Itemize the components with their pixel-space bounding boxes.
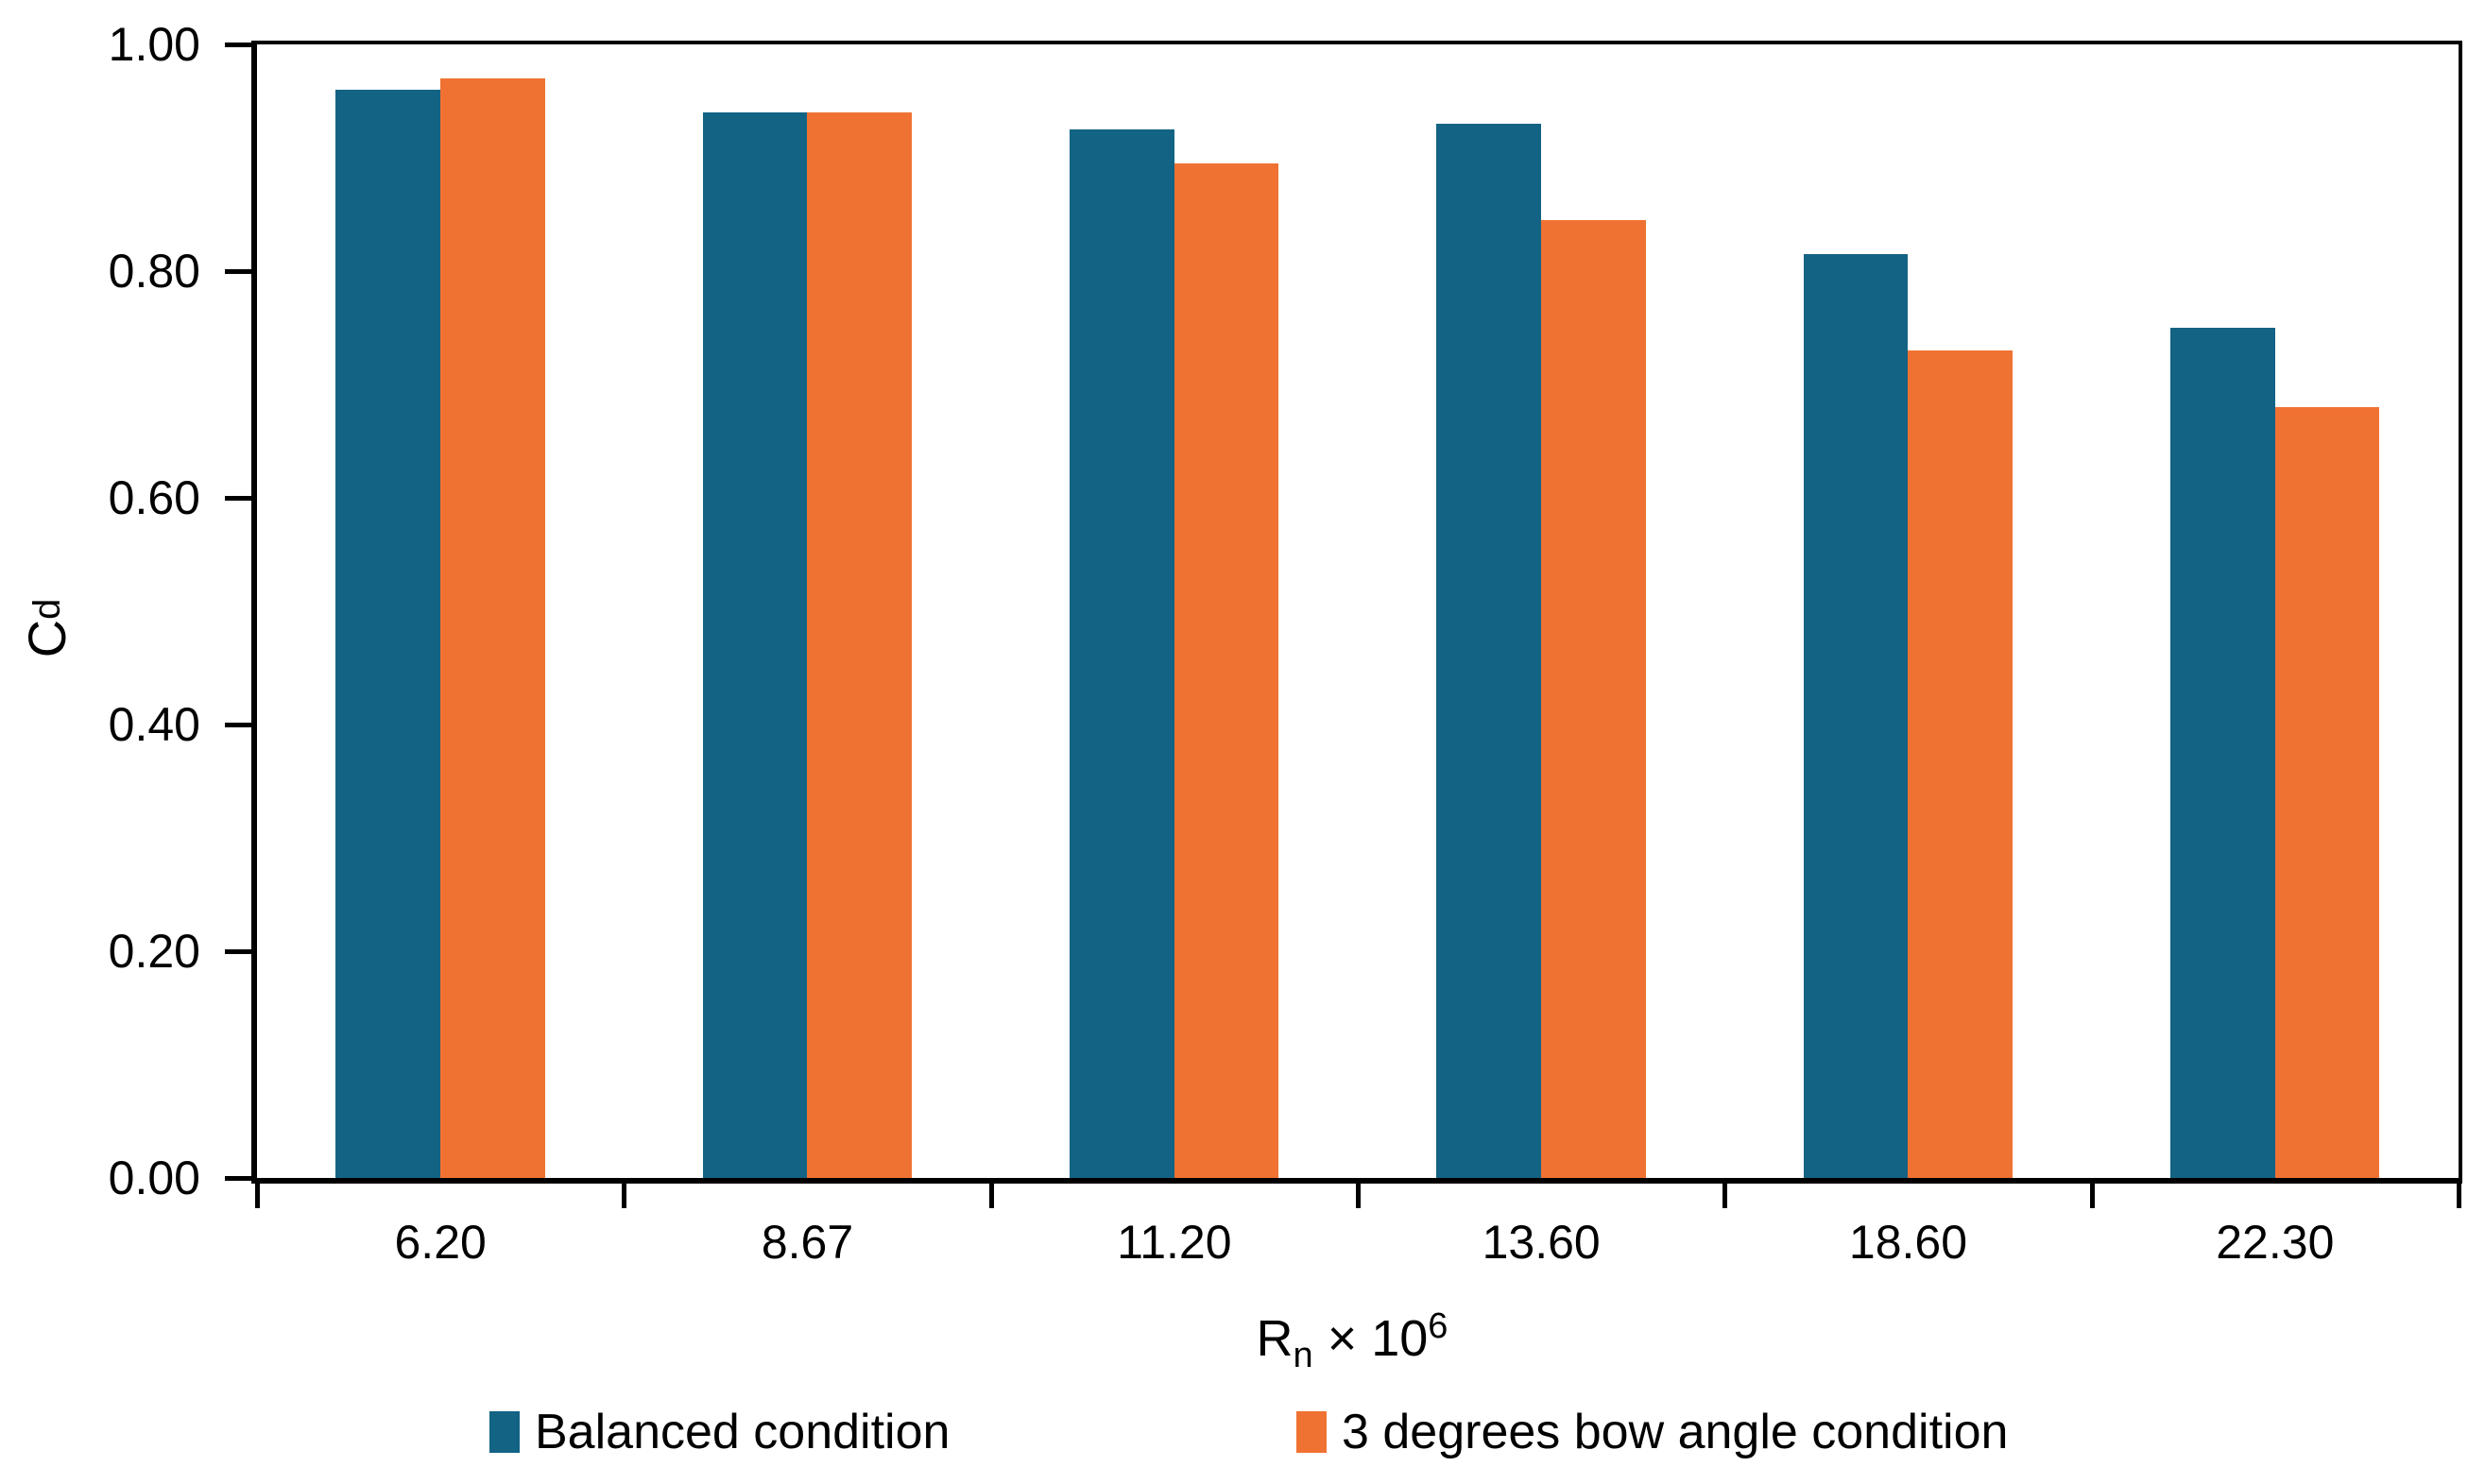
bar-balanced-6.20	[335, 90, 441, 1178]
x-axis-tick-label: 8.67	[761, 1216, 854, 1269]
y-axis-tick	[225, 496, 257, 501]
bar-bow-angle-8.67	[807, 112, 913, 1178]
x-axis-tick	[2089, 1178, 2095, 1208]
x-axis-tick-label: 22.30	[2216, 1216, 2335, 1269]
x-axis-tick-label: 11.20	[1117, 1216, 1232, 1269]
x-axis-tick	[988, 1178, 994, 1208]
y-axis-tick-label: 0.40	[108, 698, 200, 751]
category-group-11.20	[991, 44, 1358, 1178]
y-axis-tick	[225, 269, 257, 274]
x-axis-tick	[2457, 1178, 2461, 1208]
legend-swatch-bow-angle	[1296, 1411, 1327, 1453]
y-axis-tick-label: 0.80	[108, 245, 200, 298]
bar-balanced-13.60	[1436, 124, 1542, 1178]
bar-bow-angle-13.60	[1541, 220, 1646, 1178]
category-group-13.60	[1358, 44, 1724, 1178]
plot-area: 1.00 0.80 0.60 0.40 0.20 0.00 6.20 8.67 11.20 13.…	[109, 21, 2462, 1267]
y-axis-tick-label: 0.00	[108, 1151, 200, 1204]
bar-bow-angle-22.30	[2274, 407, 2380, 1178]
x-axis-title-base: R	[1256, 1310, 1294, 1367]
x-axis-tick	[1722, 1178, 1728, 1208]
x-axis-title: Rn × 106	[251, 1296, 2453, 1386]
bar-bow-angle-6.20	[440, 78, 545, 1178]
x-axis-tick	[622, 1178, 627, 1208]
y-axis-tick-label: 0.60	[108, 471, 200, 524]
category-group-6.20	[257, 44, 624, 1178]
y-axis-tick	[225, 43, 257, 47]
y-axis-tick	[225, 723, 257, 727]
bar-balanced-8.67	[702, 112, 808, 1178]
bar-bow-angle-18.60	[1908, 350, 2014, 1178]
y-axis-tick-label: 0.20	[108, 925, 200, 978]
y-axis-tick	[225, 949, 257, 954]
legend-swatch-balanced	[489, 1411, 520, 1453]
bar-balanced-11.20	[1070, 129, 1174, 1178]
x-axis-tick	[255, 1178, 260, 1208]
x-axis-title-superscript: 6	[1428, 1306, 1448, 1346]
x-axis-tick-label: 6.20	[394, 1216, 487, 1269]
y-axis-tick	[225, 1176, 257, 1181]
x-axis-title-mid: × 10	[1312, 1310, 1429, 1367]
bar-balanced-18.60	[1803, 254, 1909, 1178]
bar-balanced-22.30	[2170, 328, 2275, 1178]
x-axis-tick	[1356, 1178, 1361, 1208]
legend-item-bow-angle: 3 degrees bow angle condition	[1296, 1404, 2008, 1460]
y-axis-title-subscript: d	[26, 598, 68, 620]
legend: Balanced condition 3 degrees bow angle co…	[0, 1404, 2485, 1470]
category-group-22.30	[2092, 44, 2459, 1178]
x-axis-tick-label: 13.60	[1482, 1216, 1601, 1269]
category-group-18.60	[1724, 44, 2091, 1178]
legend-label-bow-angle: 3 degrees bow angle condition	[1342, 1405, 2009, 1459]
y-axis-title-base: C	[17, 619, 77, 658]
category-group-8.67	[624, 44, 990, 1178]
bar-bow-angle-11.20	[1174, 163, 1279, 1178]
x-axis-title-subscript: n	[1293, 1335, 1313, 1375]
y-axis-tick-label: 1.00	[108, 18, 200, 71]
legend-label-balanced: Balanced condition	[535, 1405, 951, 1459]
x-axis-tick-label: 18.60	[1848, 1216, 1968, 1269]
legend-item-balanced: Balanced condition	[489, 1404, 950, 1460]
